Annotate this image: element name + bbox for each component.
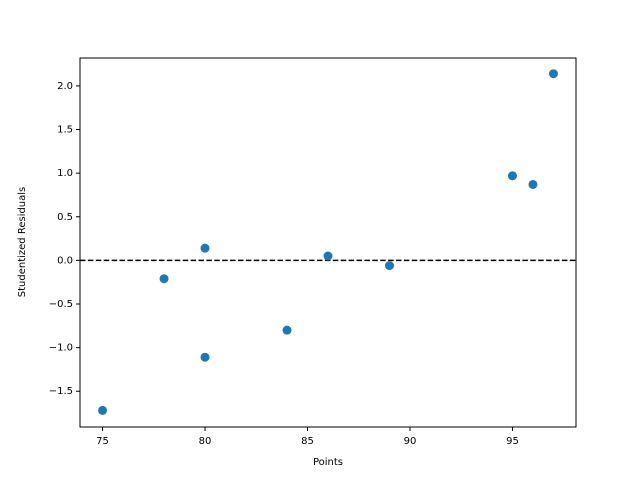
y-tick-label: −1.0 xyxy=(49,343,73,354)
x-axis-label: Points xyxy=(313,457,343,468)
y-tick-label: 0.0 xyxy=(57,255,73,266)
y-tick-label: 1.5 xyxy=(57,125,73,136)
point xyxy=(159,274,169,284)
x-tick-label: 75 xyxy=(96,436,109,447)
plot-frame xyxy=(79,57,577,428)
x-tick-label: 95 xyxy=(506,436,519,447)
y-tick-label: −0.5 xyxy=(49,299,73,310)
y-axis-label: Studentized Residuals xyxy=(17,187,28,298)
point xyxy=(282,325,292,335)
x-tick-label: 90 xyxy=(404,436,417,447)
x-tick-label: 80 xyxy=(199,436,212,447)
point xyxy=(200,352,210,362)
point xyxy=(384,261,394,271)
point xyxy=(200,243,210,253)
point xyxy=(323,251,333,261)
point xyxy=(548,69,558,79)
point xyxy=(507,171,517,181)
y-tick-label: 0.5 xyxy=(57,212,73,223)
y-tick-label: −1.5 xyxy=(49,386,73,397)
point xyxy=(528,179,538,189)
point xyxy=(98,405,108,415)
y-tick-label: 2.0 xyxy=(57,81,73,92)
y-tick-label: 1.0 xyxy=(57,168,73,179)
x-tick-label: 85 xyxy=(301,436,314,447)
